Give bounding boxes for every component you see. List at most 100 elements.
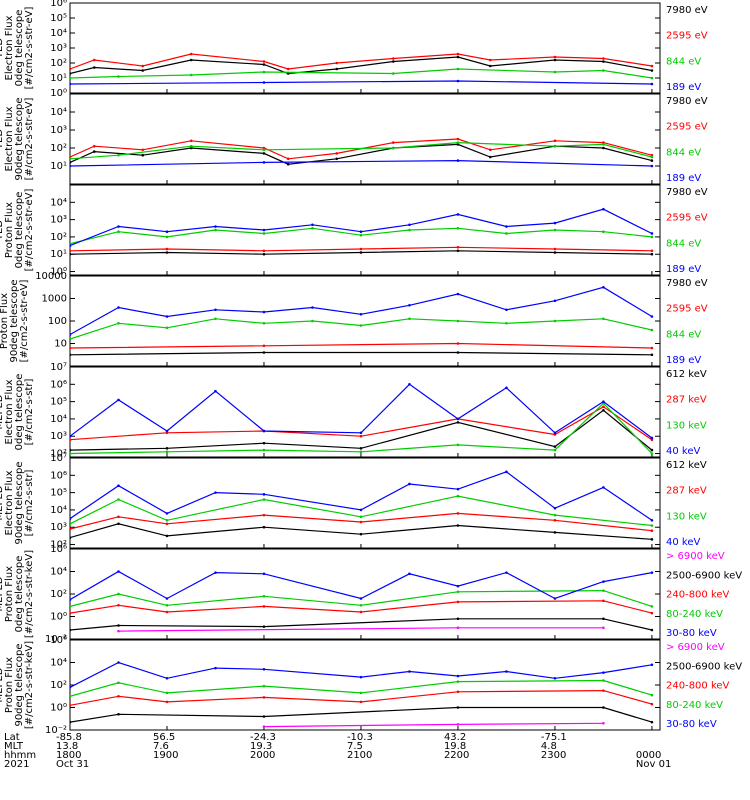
data-point: [311, 226, 314, 230]
data-point: [553, 506, 557, 510]
data-point: [117, 661, 120, 664]
data-point: [286, 67, 290, 71]
data-point: [117, 712, 120, 716]
data-point: [165, 597, 169, 600]
data-point: [505, 470, 508, 474]
data-point: [189, 144, 193, 148]
y-tick-label: 10⁴: [50, 107, 67, 118]
data-point: [92, 144, 96, 148]
series-line: [70, 208, 653, 247]
data-point: [456, 590, 460, 594]
footer-row-label: hhmm: [4, 750, 36, 761]
data-point: [141, 69, 145, 72]
data-point: [408, 383, 411, 386]
data-point: [488, 64, 492, 68]
data-point: [456, 626, 460, 630]
data-point: [650, 702, 654, 706]
data-point: [650, 538, 654, 541]
data-point: [602, 580, 605, 583]
data-point: [117, 694, 120, 698]
data-point: [391, 57, 395, 60]
data-point: [262, 429, 266, 433]
data-point: [553, 597, 557, 600]
data-point: [602, 57, 605, 60]
data-point: [262, 513, 266, 517]
y-tick-label: 10²: [50, 449, 67, 460]
data-point: [650, 524, 654, 527]
data-point: [553, 221, 557, 225]
data-point: [456, 342, 460, 345]
panel-frame: [69, 184, 661, 276]
y-axis-label: 90deg telescope: [9, 279, 20, 362]
y-tick-label: 10⁻²: [45, 725, 67, 736]
data-point: [650, 529, 654, 532]
panel-frame: [69, 93, 661, 185]
data-point: [359, 312, 363, 316]
data-point: [117, 153, 120, 157]
y-tick-label: 10⁰: [50, 88, 67, 99]
y-axis-label: 0deg telescope: [14, 10, 25, 87]
data-point: [335, 157, 339, 161]
data-point: [70, 611, 72, 615]
y-tick-label: 10²: [50, 589, 67, 600]
y-tick-label: 10⁶: [50, 470, 67, 481]
y-tick-label: 10²: [50, 58, 67, 69]
y-tick-label: 10²: [50, 232, 67, 243]
y-tick-label: 10⁶: [50, 0, 67, 9]
data-point: [70, 452, 72, 455]
data-point: [165, 519, 169, 522]
y-tick-label: 10¹: [50, 249, 67, 260]
footer-lat-value: -75.1: [541, 732, 567, 743]
data-point: [456, 680, 460, 683]
data-point: [456, 143, 460, 146]
data-point: [70, 517, 72, 520]
data-point: [262, 70, 266, 74]
data-point: [602, 626, 605, 630]
data-point: [70, 353, 72, 357]
data-point: [456, 617, 460, 621]
data-point: [456, 319, 460, 323]
data-point: [262, 310, 266, 314]
data-point: [189, 73, 193, 77]
data-point: [650, 346, 654, 350]
data-point: [602, 689, 605, 692]
legend-entry: 844 eV: [666, 147, 701, 158]
y-tick-label: 10⁵: [50, 13, 67, 24]
data-point: [650, 76, 654, 80]
legend-entry: 240-800 keV: [666, 681, 730, 692]
data-point: [117, 570, 120, 573]
footer-date-value: Oct 31: [56, 759, 89, 770]
legend-entry: 612 keV: [666, 369, 707, 380]
legend-entry: 130 keV: [666, 511, 707, 522]
data-point: [70, 628, 72, 632]
data-point: [359, 520, 363, 524]
data-point: [505, 225, 508, 228]
legend-entry: 40 keV: [666, 446, 700, 457]
data-point: [262, 572, 266, 576]
footer-hhmm-value: 0000: [636, 750, 661, 761]
panel-2: 10¹ 10² 10³ 10⁴ TED Electron Flux 90deg telesc…: [0, 93, 708, 185]
data-point: [311, 223, 314, 227]
data-point: [650, 252, 654, 256]
data-point: [408, 223, 411, 227]
data-point: [456, 674, 460, 678]
y-axis-label: Proton Flux: [4, 566, 15, 622]
data-point: [335, 67, 339, 71]
legend-entry: 844 eV: [666, 56, 701, 67]
data-point: [117, 398, 120, 402]
data-point: [165, 450, 169, 454]
data-point: [602, 617, 605, 621]
footer-lat-value: 56.5: [153, 732, 175, 743]
footer-mlt-value: 13.8: [56, 741, 78, 752]
legend-entry: 7980 eV: [666, 278, 708, 289]
data-point: [553, 431, 557, 435]
data-point: [553, 531, 557, 534]
data-point: [456, 421, 460, 424]
data-point: [456, 417, 460, 421]
data-point: [391, 72, 395, 75]
data-point: [359, 434, 363, 438]
footer-mlt-value: 19.8: [444, 741, 466, 752]
data-point: [650, 164, 654, 168]
data-point: [262, 60, 266, 63]
legend-entry: 189 eV: [666, 82, 701, 93]
